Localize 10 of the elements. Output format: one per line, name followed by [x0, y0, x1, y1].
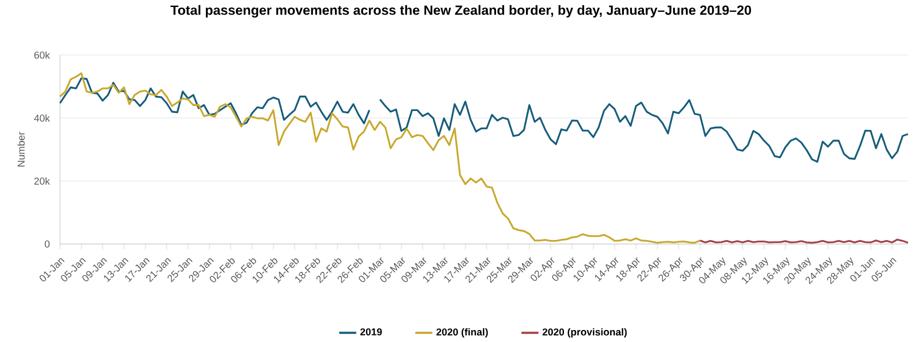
chart-title: Total passenger movements across the New Zealand border, by day, January–June 2019–20	[170, 5, 752, 18]
y-tick-label: 20k	[34, 177, 50, 185]
y-tick-label: 60k	[34, 51, 50, 59]
y-tick-label: 40k	[34, 114, 50, 122]
line-series	[59, 72, 701, 244]
y-tick-label: 0	[44, 240, 50, 248]
y-axis-title: Number	[17, 132, 25, 166]
legend-label: 2020 (final)	[436, 328, 488, 338]
legend-label: 2019	[360, 328, 382, 336]
legend-label: 2020 (provisional)	[542, 328, 627, 338]
